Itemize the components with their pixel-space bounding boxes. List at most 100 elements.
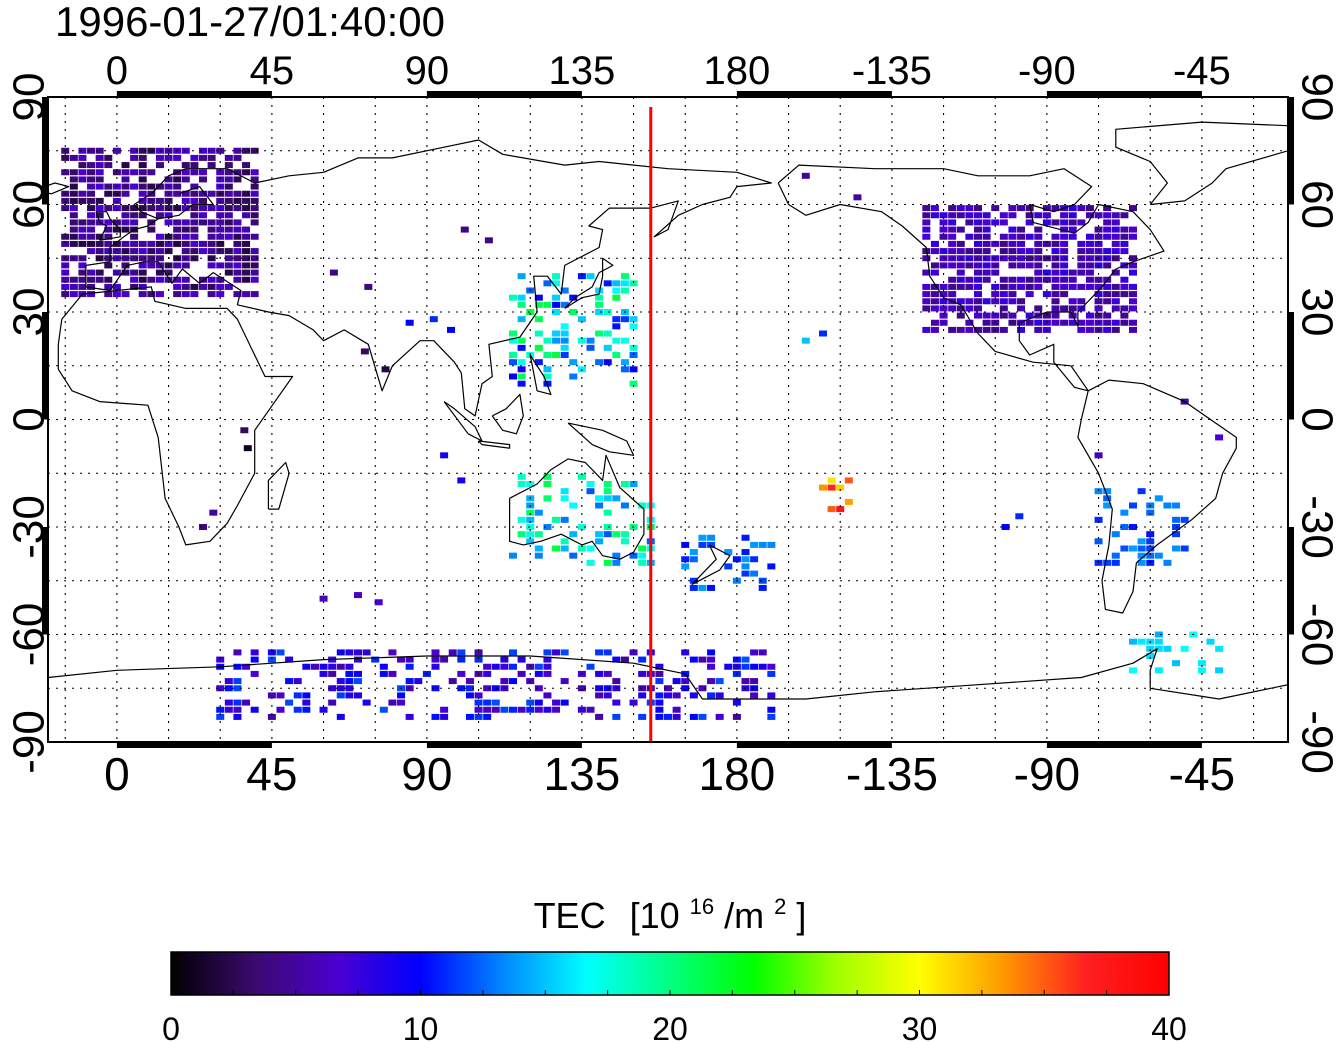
tec-cell [267, 649, 276, 656]
tec-cell [242, 169, 251, 176]
tec-cell [1197, 667, 1206, 674]
tec-cell [982, 219, 991, 226]
tec-cell [216, 248, 225, 255]
tec-cell [543, 366, 552, 373]
tec-cell [190, 183, 199, 190]
tec-cell [1129, 233, 1137, 240]
tec-cell [1129, 524, 1137, 530]
tec-cell [233, 255, 242, 262]
tec-cell [1094, 312, 1103, 319]
tec-cell [569, 531, 578, 538]
tec-cell [224, 262, 233, 269]
tec-cell [138, 291, 147, 298]
tec-cell [1103, 319, 1112, 326]
tec-cell [552, 294, 561, 301]
tec-cell [638, 559, 647, 566]
tec-cell [724, 663, 733, 670]
tec-cell [250, 212, 259, 219]
tec-cell [1103, 248, 1112, 255]
tec-cell [655, 699, 664, 706]
tec-cell [379, 670, 388, 677]
coastline [1077, 379, 1237, 614]
tec-cell [1042, 212, 1051, 219]
tec-cell [819, 484, 827, 491]
tec-cell [474, 713, 483, 720]
tec-cell [224, 176, 233, 183]
tec-cell [595, 330, 604, 337]
tec-cell [87, 283, 96, 290]
tec-cell [138, 283, 147, 290]
tec-cell [242, 262, 251, 269]
coastline [85, 139, 772, 417]
tec-cell [741, 534, 750, 541]
tec-cell [1034, 212, 1043, 219]
tec-cell [534, 552, 543, 559]
tec-cell [922, 205, 931, 212]
tec-cell [242, 197, 251, 204]
tec-cell [1094, 291, 1103, 298]
coastline [564, 257, 614, 309]
tec-cell [87, 183, 96, 190]
tec-cell [930, 283, 939, 290]
tec-cell [1094, 240, 1103, 247]
tec-cell [569, 552, 578, 559]
tec-cell [1129, 291, 1137, 298]
tec-cell [1094, 283, 1103, 290]
tec-cell [577, 706, 586, 713]
tec-cell [1051, 233, 1060, 240]
tec-cell [233, 176, 242, 183]
tec-cell [965, 298, 974, 305]
tec-cell [104, 233, 113, 240]
tec-cell [560, 649, 569, 656]
tec-cell [956, 226, 965, 233]
tec-cell [1008, 248, 1017, 255]
tec-cell [948, 248, 957, 255]
tec-cell [121, 176, 130, 183]
tec-cell [181, 262, 190, 269]
tec-cell [629, 380, 638, 387]
tec-cell [112, 205, 121, 212]
tec-cell [758, 663, 767, 670]
tec-cell [190, 291, 199, 298]
tec-cell [233, 269, 242, 276]
tec-cell [147, 276, 156, 283]
tec-cell [1146, 509, 1155, 516]
tec-cell [767, 563, 776, 570]
tec-cell [948, 240, 957, 247]
tec-cell [250, 649, 259, 656]
tec-cell [552, 330, 561, 337]
tec-cell [741, 678, 750, 685]
tec-cell [1034, 319, 1043, 326]
tec-cell [526, 481, 535, 487]
tec-cell [250, 219, 259, 226]
tec-cell [534, 330, 543, 337]
tec-cell [1017, 305, 1026, 312]
tec-cell [655, 692, 664, 699]
tec-cell [1017, 226, 1026, 233]
x-tick-label-bottom: -135 [846, 748, 938, 800]
tec-cell [526, 699, 535, 706]
tec-cell [707, 649, 716, 656]
tec-cell [224, 283, 233, 290]
tec-cell [509, 706, 517, 713]
tec-cell [95, 183, 104, 190]
tec-cell [181, 240, 190, 247]
tec-cell [965, 248, 974, 255]
tec-cell [1154, 631, 1163, 638]
tec-cell [577, 337, 586, 344]
tec-cell [138, 255, 147, 262]
tec-cell [448, 678, 457, 685]
tec-cell [603, 495, 612, 502]
tec-cell [1025, 283, 1034, 290]
y-tick-label-right: 0 [1292, 407, 1340, 431]
tec-cell [1120, 545, 1129, 552]
tec-cell [603, 649, 612, 656]
tec-cell [1146, 552, 1155, 559]
tec-cell [552, 545, 561, 552]
tec-cell [1008, 298, 1017, 305]
tec-cell [750, 649, 759, 656]
tec-cell [1111, 219, 1120, 226]
tec-cell [78, 154, 87, 161]
tec-cell [1172, 545, 1181, 552]
tec-cell [155, 248, 164, 255]
